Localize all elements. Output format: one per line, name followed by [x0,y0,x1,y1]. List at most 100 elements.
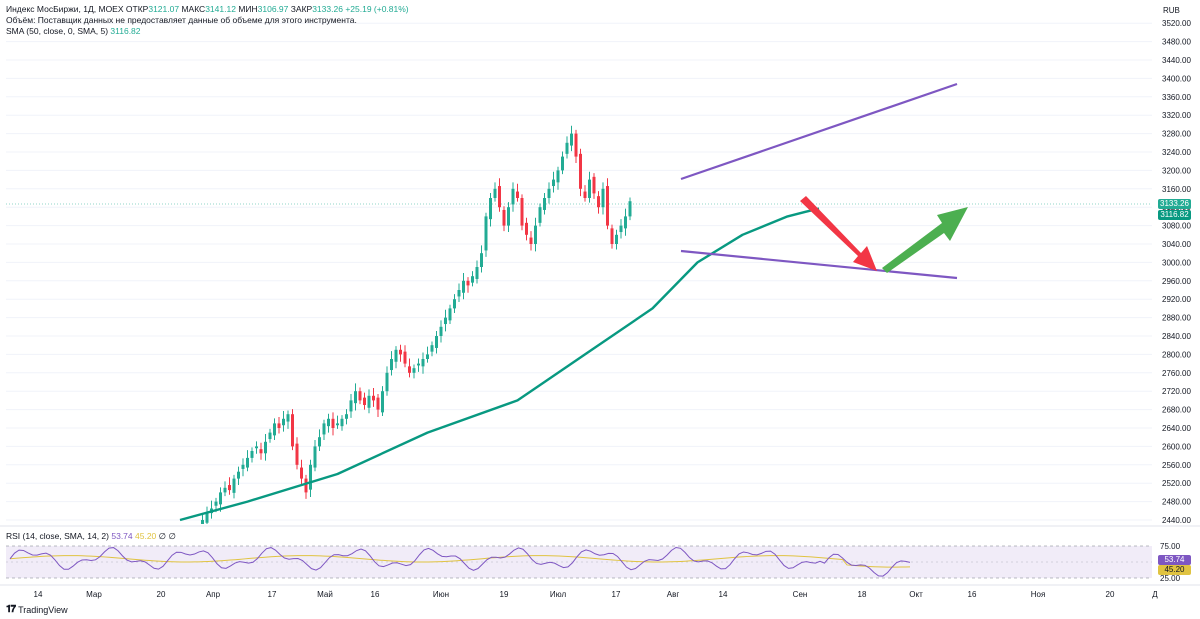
green-up-arrow[interactable] [882,207,968,273]
candle [480,245,483,273]
price-tick-3160: 3160.00 [1162,185,1191,194]
rsi-ma-value: 45.20 [135,531,157,541]
candle [210,500,213,519]
channel-lower-line[interactable] [680,249,958,280]
candle-body [331,418,335,428]
candle [390,351,393,376]
candle-body [561,156,564,171]
sma-line [179,207,820,522]
candle [250,447,254,463]
price-tick-2720: 2720.00 [1162,387,1191,396]
candle [448,304,452,325]
sma-legend[interactable]: SMA (50, close, 0, SMA, 5) 3116.82 [6,26,141,37]
candle-body [583,191,587,198]
time-tick-9: Июл [550,590,567,599]
candle-body [529,237,533,244]
open-value: 3121.07 [148,4,180,14]
candle-body [255,446,258,449]
candle-body [246,457,249,468]
candle [300,459,303,485]
rsi-extra: ∅ ∅ [158,531,176,541]
candle [363,392,366,410]
time-tick-5: Май [317,590,333,599]
candle-body [250,451,254,458]
candle [615,229,618,250]
candle [574,129,578,164]
time-tick-1: Мар [86,590,102,599]
candle [237,466,240,486]
candle [435,330,438,354]
candle [309,459,312,497]
candle-body [412,368,416,373]
volume-note: Объём: Поставщик данных не предоставляет… [6,15,357,25]
time-tick-0: 14 [34,590,43,599]
candle [453,294,456,313]
candle [417,358,420,372]
candle [444,309,447,332]
candle [264,433,267,461]
brand-name: TradingView [18,604,68,615]
candle-body [588,179,591,198]
candle [286,410,290,429]
candle-body [493,188,497,198]
candle-body [367,395,371,408]
time-axis: 14 Мар 20 Апр 17 Май 16 Июн 19 Июл 17 Авг 14 Сен 18 Окт… [34,590,1159,599]
candle [426,346,429,363]
channel-upper-line[interactable] [680,82,958,181]
candle [471,271,474,287]
candle [556,166,560,190]
candle [498,178,501,212]
candle-body [534,225,537,244]
red-down-arrow[interactable] [800,196,877,271]
candle-body [552,179,555,187]
price-tick-2960: 2960.00 [1162,277,1191,286]
candle-body [219,492,222,505]
candle [412,364,416,379]
candle-body [475,267,479,279]
rsi-legend[interactable]: RSI (14, close, SMA, 14, 2) 53.74 45.20 … [6,531,176,542]
candle-body [291,414,294,447]
rsi-tick-75: 75.00 [1160,542,1181,551]
candle [493,182,497,202]
rsi-axis: 75.00 25.00 [1160,542,1181,583]
candle-body [498,186,501,208]
candle-body [543,198,546,210]
candle-body [358,391,362,401]
candle-body [282,418,285,426]
candle-body [394,349,398,362]
price-tick-2600: 2600.00 [1162,442,1191,451]
candle-body [570,133,573,146]
candle-body [471,276,474,283]
currency-label[interactable]: RUB [1163,6,1180,15]
candle [570,125,573,152]
price-tick-3000: 3000.00 [1162,258,1191,267]
candle-body [313,446,317,468]
candle-body [354,391,357,404]
rsi-badge: 53.74 [1158,555,1191,565]
candle [291,409,294,451]
candle [318,429,321,451]
candle-body [345,414,348,419]
candle-body [484,216,488,251]
candle-body [466,280,470,286]
price-tick-3480: 3480.00 [1162,38,1191,47]
candle [340,415,344,431]
candle [282,410,285,432]
candle-body [430,345,434,352]
candle-body [448,308,452,321]
sma-badge: 3116.82 [1158,210,1191,220]
time-tick-14: 18 [858,590,867,599]
price-tick-3040: 3040.00 [1162,240,1191,249]
tradingview-logo[interactable]: 𝟏𝟕 TradingView [6,604,68,615]
candle [489,192,492,227]
sma-value: 3116.82 [110,26,141,36]
time-tick-16: 16 [968,590,977,599]
candle-body [592,176,596,194]
candle [484,212,488,257]
time-tick-7: Июн [433,590,449,599]
candle-body [228,485,231,491]
candle-body [372,395,375,401]
candle [358,387,362,405]
candle [430,341,434,357]
